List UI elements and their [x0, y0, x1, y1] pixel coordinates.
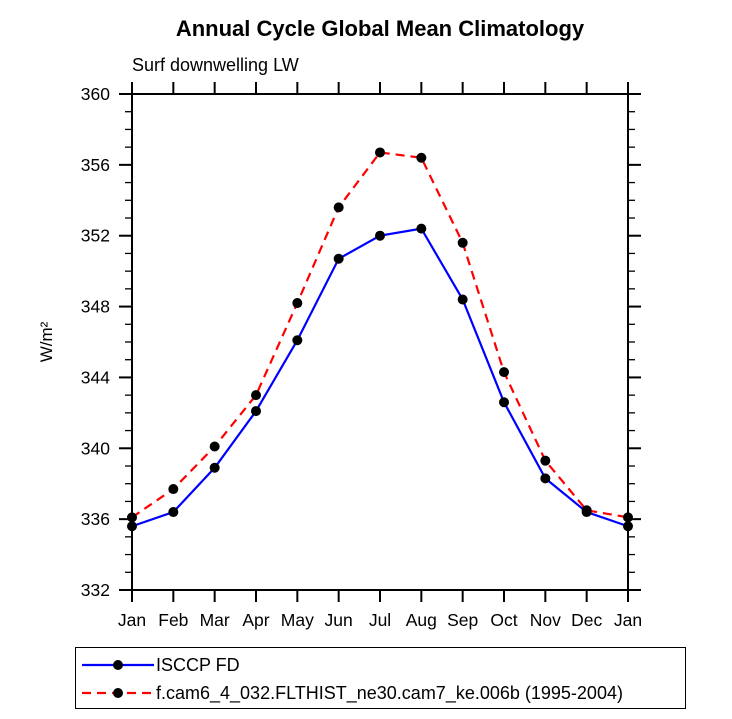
x-tick-label: Feb [158, 610, 188, 630]
data-point-marker [540, 473, 551, 484]
data-point-marker [168, 484, 179, 495]
legend-marker-dot-icon [113, 688, 123, 698]
x-tick-label: Nov [530, 610, 561, 630]
series-line [131, 227, 629, 528]
chart-subtitle: Surf downwelling LW [132, 55, 299, 75]
series-isccp-fd [127, 223, 633, 532]
x-tick-labels: Jan Feb Mar Apr May Jun Jul Aug Sep Oct Nov Dec Jan [118, 610, 642, 630]
legend-marker-dot-icon [113, 660, 123, 670]
x-tick-label: Mar [200, 610, 230, 630]
data-point-marker [292, 298, 303, 309]
x-tick-label: Apr [242, 610, 269, 630]
chart-title: Annual Cycle Global Mean Climatology [175, 16, 585, 41]
data-point-marker [333, 202, 344, 213]
data-point-marker [375, 147, 385, 158]
x-tick-label: Jan [118, 610, 146, 630]
data-point-marker [416, 152, 427, 163]
axes-frame [131, 93, 629, 591]
data-point-marker [127, 521, 137, 532]
x-tick-label: Jan [614, 610, 642, 630]
series-model-run [127, 147, 633, 523]
y-tick-label: 332 [81, 580, 110, 600]
series-line [131, 151, 629, 519]
data-point-marker [416, 223, 427, 234]
y-tick-label: 348 [81, 297, 110, 317]
y-tick-label: 340 [81, 438, 110, 458]
data-point-marker [333, 253, 344, 264]
data-point-marker [623, 512, 633, 523]
data-point-marker [209, 441, 220, 452]
legend-entry-model-run: f.cam6_4_032.FLTHIST_ne30.cam7_ke.006b (… [80, 679, 685, 707]
legend: ISCCP FD f.cam6_4_032.FLTHIST_ne30.cam7_… [75, 647, 686, 709]
data-point-marker [209, 462, 220, 473]
data-point-marker [581, 505, 592, 516]
data-point-marker [375, 230, 385, 241]
data-point-marker [168, 507, 179, 518]
data-point-marker [499, 397, 509, 408]
x-tick-label: Oct [490, 610, 517, 630]
data-point-marker [292, 335, 303, 346]
data-point-marker [127, 512, 137, 523]
data-point-marker [457, 237, 468, 248]
x-tick-label: Aug [406, 610, 437, 630]
x-tick-label: Dec [571, 610, 602, 630]
data-point-marker [623, 521, 633, 532]
y-tick-label: 352 [81, 226, 110, 246]
data-point-marker [457, 294, 468, 305]
legend-label-isccp-fd: ISCCP FD [156, 654, 240, 675]
data-point-marker [251, 406, 261, 417]
y-tick-label: 360 [81, 84, 110, 104]
data-point-marker [499, 367, 509, 378]
data-point-marker [251, 390, 261, 401]
axis-ticks [119, 82, 641, 602]
x-tick-label: May [281, 610, 314, 630]
y-tick-label: 356 [81, 155, 110, 175]
x-tick-label: Jul [369, 610, 391, 630]
y-tick-label: 336 [81, 509, 110, 529]
legend-label-model-run: f.cam6_4_032.FLTHIST_ne30.cam7_ke.006b (… [156, 682, 623, 703]
legend-dashed-line-marker-icon [82, 688, 154, 698]
x-tick-label: Jun [325, 610, 353, 630]
data-point-marker [540, 455, 551, 466]
y-tick-label: 344 [81, 367, 110, 387]
legend-solid-line-marker-icon [82, 660, 154, 670]
y-tick-labels: 332 336 340 344 348 352 356 360 [81, 84, 110, 600]
x-tick-label: Sep [447, 610, 478, 630]
legend-entry-isccp-fd: ISCCP FD [80, 651, 685, 679]
